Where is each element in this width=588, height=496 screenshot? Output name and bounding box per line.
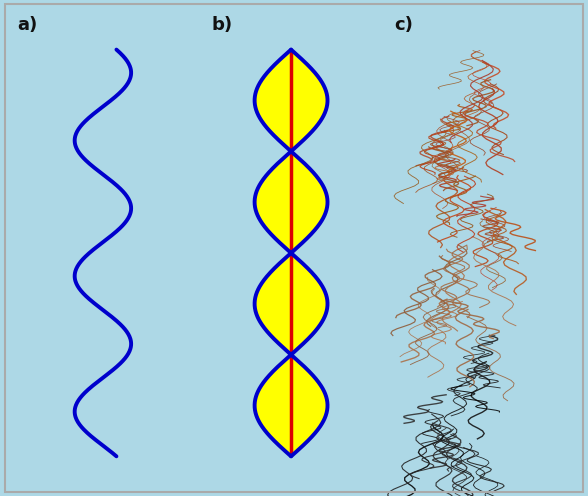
- Text: b): b): [212, 16, 233, 34]
- Text: c): c): [394, 16, 413, 34]
- Text: a): a): [18, 16, 38, 34]
